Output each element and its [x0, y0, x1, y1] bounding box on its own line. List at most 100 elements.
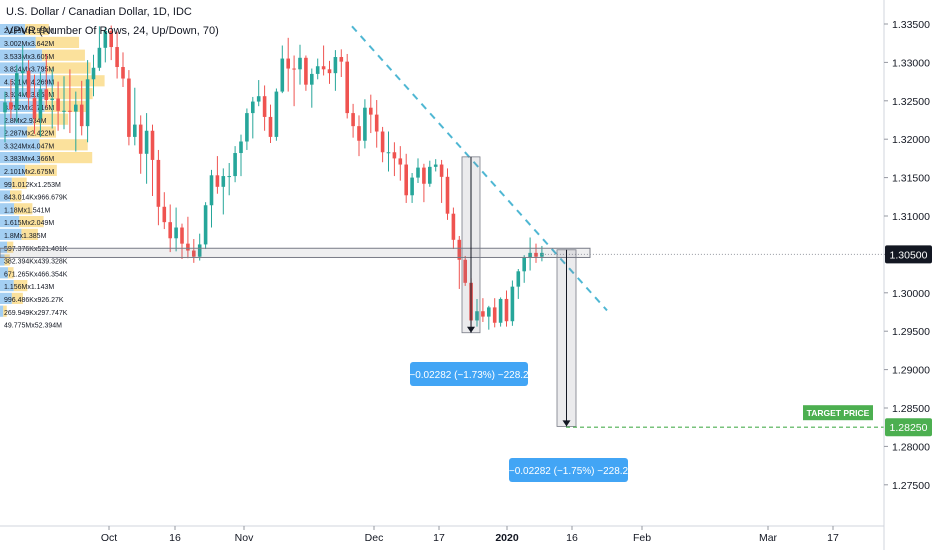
volume-profile-up-bar [0, 88, 47, 100]
price-tick-label: 1.32000 [892, 134, 930, 146]
candle-body [363, 107, 367, 141]
candle-body [451, 213, 456, 240]
volume-profile-label: 3.824Mx3.795M [4, 67, 54, 74]
candle-body [410, 177, 414, 196]
candle-body [333, 57, 338, 74]
volume-profile-up-bar [0, 36, 36, 48]
candle-body [245, 113, 249, 142]
volume-profile-down-bar [44, 100, 89, 112]
indicator-label[interactable]: VPVR (Number Of Rows, 24, Up/Down, 70) [6, 25, 219, 37]
time-tick-label: 2020 [495, 532, 519, 544]
candle-body [274, 91, 279, 137]
candle-body [162, 206, 167, 223]
candle-body [286, 58, 290, 69]
volume-profile-down-bar [35, 36, 80, 48]
volume-profile-down-bar [45, 62, 91, 74]
measure-label-box [410, 362, 528, 386]
measure-label: −0.02282 (−1.73%) −228.2 [409, 370, 529, 381]
volume-profile-up-bar [0, 305, 4, 317]
candle-body [345, 61, 349, 114]
time-tick-label: 16 [169, 532, 181, 544]
volume-profile-up-bar [0, 280, 14, 292]
candle-body [528, 252, 532, 258]
candle-body [127, 78, 131, 137]
volume-profile-label: 2.101Mx2.675M [4, 169, 54, 176]
time-tick-label: 17 [433, 532, 445, 544]
candle-body [439, 164, 444, 177]
candle-body [62, 110, 66, 112]
candle-body [115, 47, 119, 68]
volume-profile-down-bar [7, 267, 14, 279]
candle-body [256, 96, 261, 102]
volume-profile-down-bar [42, 49, 85, 61]
volume-profile-up-bar [0, 292, 12, 304]
volume-profile-label: 2.8Mx2.934M [4, 118, 47, 125]
time-axis: Oct 16 Nov Dec 17 2020 16 Feb Mar 17 [0, 525, 884, 544]
volume-profile-down-bar [14, 203, 33, 215]
candle-body [133, 124, 137, 137]
price-tick-label: 1.31500 [892, 173, 930, 185]
volume-profile-up-bar [0, 164, 26, 176]
candle-body [56, 98, 60, 111]
candle-body [26, 70, 31, 98]
volume-profile-down-bar [4, 254, 10, 266]
volume-profile-label: 2.109Mx1.994M [4, 28, 54, 35]
candle-body [262, 96, 267, 117]
support-zone [0, 247, 591, 258]
volume-profile-label: 1.615Mx2.049M [4, 220, 54, 227]
volume-profile-down-bar [11, 177, 27, 189]
candle-body [398, 158, 403, 165]
volume-profile-down-bar [53, 75, 105, 87]
volume-profile-label: 1.18Mx1.541M [4, 207, 50, 214]
volume-profile-label: 3.752Mx3.716M [4, 105, 54, 112]
candle-body [339, 57, 344, 62]
volume-profile-down-bar [33, 113, 69, 125]
candle-body [404, 164, 408, 196]
candle-body [310, 73, 314, 85]
volume-profile-label: 597.376Kx521.401K [4, 246, 68, 253]
time-tick-label: Mar [759, 532, 778, 544]
candle-body [534, 252, 538, 257]
candle-body [138, 124, 143, 154]
candle-body [91, 67, 96, 80]
candle-body [351, 113, 355, 127]
measure-label: −0.02282 (−1.75%) −228.2 [509, 466, 629, 477]
volume-profile-label: 2.287Mx2.422M [4, 131, 54, 138]
descending-trendline [351, 25, 608, 312]
volume-profile-up-bar [0, 100, 45, 112]
volume-profile-label: 3.533Mx3.605M [4, 54, 54, 61]
chart-title: U.S. Dollar / Canadian Dollar, 1D, IDC [6, 6, 192, 18]
volume-profile-label: 3.002Mx3.642M [4, 41, 54, 48]
price-tick-label: 1.27500 [892, 480, 930, 492]
candle-body [50, 98, 54, 101]
candle-body [9, 102, 13, 110]
measure-arrowhead [562, 420, 571, 427]
candle-body [498, 298, 503, 323]
time-tick-label: 16 [566, 532, 578, 544]
candle-body [298, 57, 302, 70]
volume-profile-up-bar [0, 190, 11, 202]
price-tick-label: 1.28500 [892, 403, 930, 415]
candle-body [233, 153, 237, 177]
candle-body [79, 104, 84, 127]
candle-body [186, 243, 190, 251]
candle-body [15, 73, 19, 110]
candle-body [321, 66, 326, 70]
volume-profile-up-bar [0, 24, 26, 36]
candle-body [85, 79, 90, 127]
candles [3, 25, 544, 330]
target-label-box [803, 405, 873, 421]
candle-body [516, 271, 521, 287]
volume-profile-label: 1.8Mx1.385M [4, 233, 47, 240]
candle-body [504, 298, 509, 322]
candle-body [121, 67, 125, 79]
volume-profile-down-bar [11, 292, 23, 304]
volume-profile-up-bar [0, 267, 8, 279]
volume-profile-down-bar [19, 216, 44, 228]
candle-body [209, 175, 214, 206]
volume-profile-down-bar [25, 164, 57, 176]
volume-profile-label: 671.265Kx466.354K [4, 271, 68, 278]
candle-body [180, 227, 184, 244]
